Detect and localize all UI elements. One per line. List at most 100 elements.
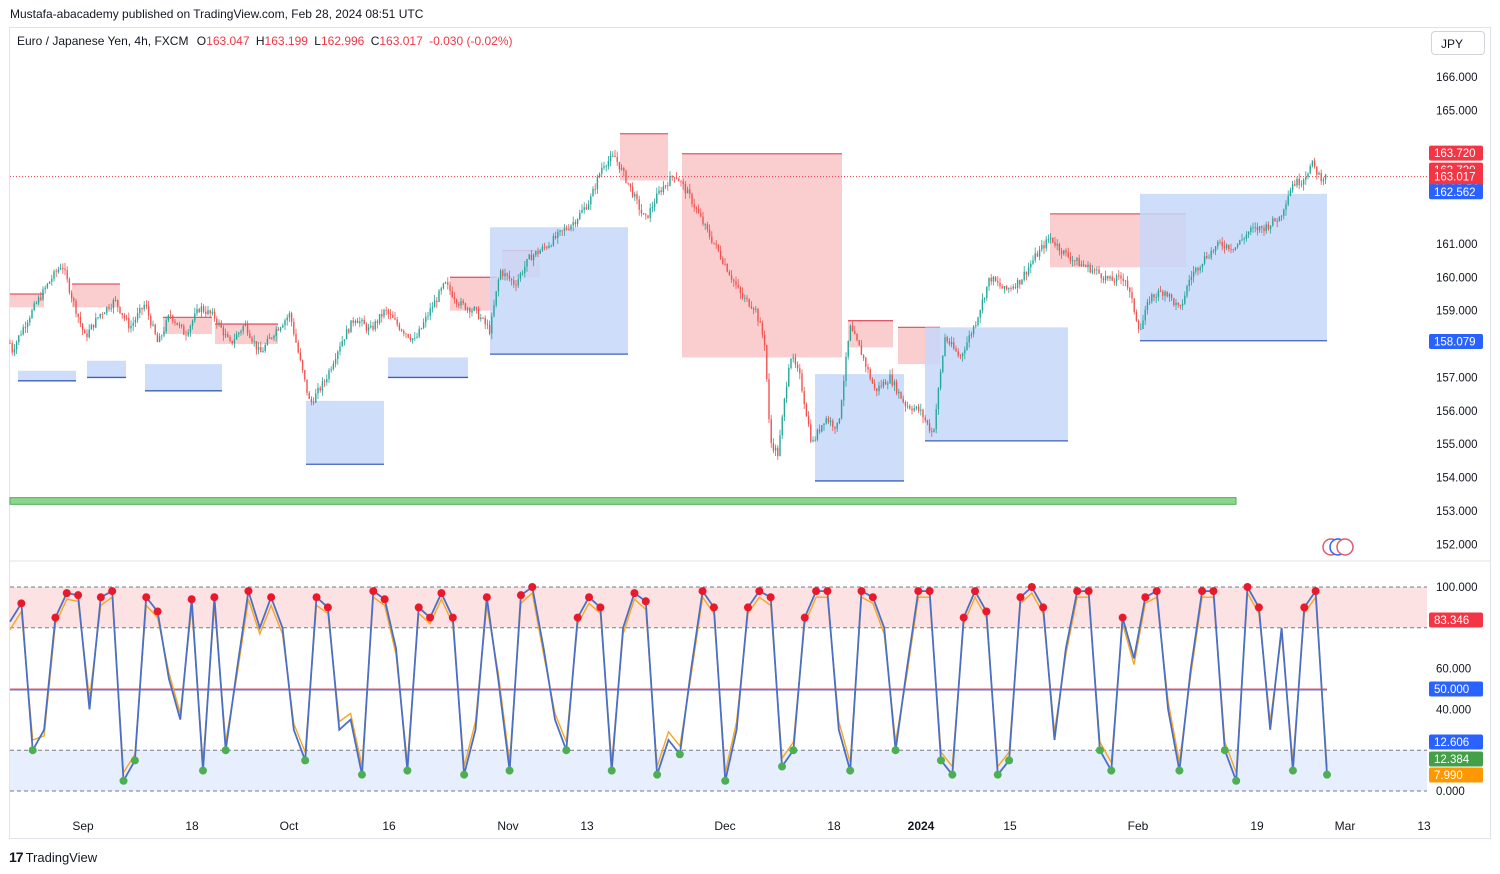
oversold-marker [607, 766, 616, 775]
candle-body [183, 326, 185, 335]
candle-body [480, 317, 482, 320]
overbought-marker [585, 593, 594, 602]
candle-body [497, 279, 500, 292]
candle-body [818, 429, 821, 432]
overbought-marker [641, 597, 650, 606]
candle-body [796, 364, 799, 369]
candle-body [909, 406, 911, 409]
candle-body [499, 270, 502, 280]
candle-body [772, 443, 775, 451]
candle-body [587, 204, 590, 210]
candle-body [629, 183, 632, 187]
time-axis-tick-13: 13 [1417, 819, 1431, 833]
candle-body [719, 250, 722, 259]
candle-body [220, 322, 222, 328]
overbought-marker [1254, 603, 1263, 612]
candle-body [1228, 244, 1230, 249]
candle-body [92, 324, 95, 328]
overbought-marker [17, 599, 26, 608]
candle-body [163, 331, 165, 336]
candle-body [504, 273, 506, 277]
oversold-marker [199, 766, 208, 775]
candle-body [112, 300, 115, 309]
candle-body [680, 181, 682, 183]
candle-body [466, 308, 469, 310]
candle-body [662, 186, 665, 193]
oscillator-badge-0-bg [1429, 612, 1483, 628]
price-axis-tick-9: 153.000 [1436, 506, 1478, 518]
candle-body [1091, 269, 1094, 273]
candle-body [1036, 253, 1039, 257]
overbought-marker [96, 593, 105, 602]
candle-body [1230, 248, 1232, 250]
candle-body [405, 333, 407, 335]
candle-body [1159, 290, 1162, 292]
candle-body [350, 320, 352, 333]
candle-body [704, 224, 706, 225]
candle-body [431, 307, 434, 309]
candle-body [711, 236, 713, 243]
currency-button[interactable]: JPY [1431, 31, 1485, 55]
candle-body [697, 208, 700, 214]
candle-body [926, 420, 929, 424]
candle-body [515, 284, 517, 286]
candle-body [429, 308, 431, 316]
candle-body [389, 313, 392, 315]
overbought-marker [868, 593, 877, 602]
candle-body [988, 277, 990, 287]
candle-body [1190, 276, 1193, 280]
oscillator-badge-4-bg [1429, 767, 1483, 783]
candle-body [1133, 298, 1135, 313]
candle-body [216, 318, 218, 324]
candle-body [1025, 271, 1028, 275]
candle-body [946, 337, 948, 342]
candle-body [145, 304, 148, 307]
candle-body [585, 207, 588, 210]
candle-body [792, 357, 794, 359]
candle-body [506, 273, 508, 276]
candle-body [746, 297, 748, 299]
candle-body [48, 281, 51, 284]
oversold-marker [993, 770, 1002, 779]
candle-body [20, 334, 22, 336]
overbought-marker [244, 587, 253, 596]
tradingview-logo[interactable]: 17 TradingView [9, 849, 97, 865]
candle-body [414, 337, 416, 339]
candle-body [1155, 297, 1157, 298]
candle-body [321, 381, 324, 391]
oversold-marker [130, 756, 139, 765]
candle-body [1104, 275, 1107, 281]
candle-body [1027, 267, 1030, 275]
candle-body [1118, 275, 1120, 277]
candle-body [631, 186, 634, 197]
candle-body [367, 327, 370, 331]
candle-body [13, 349, 16, 353]
candle-body [959, 355, 962, 357]
candle-body [1008, 288, 1010, 290]
candle-body [1151, 294, 1153, 302]
candle-body [81, 323, 84, 331]
candle-body [840, 400, 843, 419]
candle-body [605, 166, 607, 167]
oversold-marker [1095, 746, 1104, 755]
candle-body [761, 322, 764, 335]
candle-body [218, 322, 220, 324]
oscillator-badge-0: 83.346 [1429, 612, 1483, 628]
demand-zone-17 [815, 374, 904, 481]
candle-body [671, 175, 673, 178]
overbought-marker [1141, 593, 1150, 602]
candle-body [345, 329, 348, 340]
candle-body [438, 290, 440, 302]
candle-body [293, 321, 295, 334]
candles-group [9, 149, 1327, 460]
candle-body [931, 430, 933, 432]
candle-body [803, 391, 805, 405]
price-axis-tick-10: 152.000 [1436, 539, 1478, 551]
symbol-legend[interactable]: Euro / Japanese Yen, 4h, FXCM O163.047 H… [17, 34, 512, 48]
time-axis-tick-12: Mar [1335, 819, 1356, 833]
candle-body [950, 342, 953, 345]
candle-body [44, 287, 46, 290]
candle-body [95, 317, 97, 328]
candle-body [18, 335, 20, 343]
